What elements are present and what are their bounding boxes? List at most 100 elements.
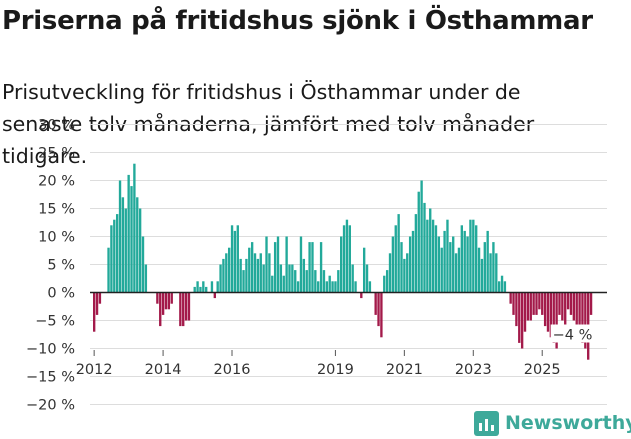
- bar: [354, 281, 357, 293]
- bar: [541, 292, 544, 315]
- bar: [538, 292, 541, 310]
- bar: [423, 202, 426, 293]
- bar: [426, 219, 429, 293]
- bar: [167, 292, 171, 310]
- bar: [130, 186, 133, 293]
- bar: [141, 236, 145, 293]
- bar: [483, 242, 486, 293]
- bar: [210, 281, 214, 293]
- bar: [187, 292, 191, 321]
- bar: [360, 292, 363, 299]
- bar: [394, 225, 397, 293]
- bar: [322, 270, 326, 293]
- y-tick-label: 0 %: [47, 286, 75, 302]
- tick-labels: 30 % 25 % 20 % 15 % 10 % 5 % 0 % −5 % −10 % −15 %…: [26, 118, 592, 414]
- bar-chart-icon: [474, 410, 499, 436]
- annotation-background: [550, 324, 591, 343]
- newsworthy-logo: Newsworthy: [474, 408, 631, 438]
- bar: [509, 292, 512, 304]
- bar: [256, 258, 260, 293]
- bar: [159, 292, 162, 327]
- bar: [242, 270, 245, 293]
- y-tick-label: 15 %: [38, 202, 75, 218]
- bar: [95, 292, 99, 315]
- bars: [93, 163, 593, 360]
- bar: [377, 292, 380, 327]
- bar: [118, 180, 122, 293]
- bar: [365, 264, 369, 293]
- bar: [463, 230, 466, 293]
- bar: [170, 292, 173, 304]
- bar: [362, 247, 366, 293]
- logo-text: Newsworthy: [505, 412, 631, 434]
- bar: [400, 242, 403, 293]
- y-tick-label: −20 %: [26, 398, 75, 414]
- bar: [512, 292, 515, 315]
- bar: [486, 230, 489, 293]
- bar: [225, 253, 228, 293]
- bar: [391, 236, 395, 293]
- bar: [233, 230, 237, 293]
- bar: [219, 264, 222, 293]
- bar: [156, 292, 159, 304]
- bar: [558, 292, 561, 315]
- bar: [411, 230, 415, 293]
- bar: [319, 242, 323, 293]
- bar: [236, 225, 239, 293]
- y-tick-label: 5 %: [47, 258, 75, 274]
- bar: [216, 281, 219, 293]
- bar: [414, 214, 418, 293]
- y-tick-label: 30 %: [38, 118, 75, 134]
- bar: [328, 275, 331, 293]
- bar: [245, 258, 248, 293]
- bar: [144, 264, 148, 293]
- bar: [380, 292, 383, 338]
- bar: [429, 208, 432, 293]
- bar: [213, 292, 216, 299]
- bar: [184, 292, 188, 321]
- bar: [107, 247, 110, 293]
- bar: [182, 292, 185, 327]
- bar: [374, 292, 377, 315]
- bar: [434, 225, 438, 293]
- bar: [348, 225, 351, 293]
- bar: [383, 275, 386, 293]
- bar: [133, 163, 136, 293]
- x-tick-label: 2019: [317, 362, 354, 378]
- bar: [337, 270, 340, 293]
- bar: [199, 286, 202, 293]
- bar: [317, 281, 320, 293]
- bar: [406, 253, 409, 293]
- bar: [449, 242, 452, 293]
- annotation-label: −4 %: [553, 328, 593, 344]
- grid-lines: [90, 124, 607, 405]
- bar: [385, 270, 389, 293]
- bar: [546, 292, 550, 332]
- bar: [417, 191, 420, 293]
- bar: [489, 253, 492, 293]
- bar: [273, 242, 277, 293]
- bar: [345, 219, 349, 293]
- bar: [331, 281, 334, 293]
- bar: [469, 219, 472, 293]
- bar: [518, 292, 521, 343]
- bar: [437, 236, 441, 293]
- bar: [460, 225, 463, 293]
- bar: [222, 258, 225, 293]
- bar: [477, 247, 481, 293]
- bar: [403, 258, 406, 293]
- bar: [196, 281, 199, 293]
- bar: [420, 180, 423, 293]
- bar: [566, 292, 570, 310]
- bar: [492, 242, 495, 293]
- y-tick-label: −15 %: [26, 370, 75, 386]
- bar: [239, 258, 242, 293]
- bar: [440, 247, 443, 293]
- bar: [397, 214, 400, 293]
- axes: [90, 291, 607, 356]
- bar: [555, 292, 558, 349]
- bar: [259, 253, 262, 293]
- bar: [340, 236, 343, 293]
- y-tick-label: −10 %: [26, 342, 75, 358]
- bar: [265, 236, 268, 293]
